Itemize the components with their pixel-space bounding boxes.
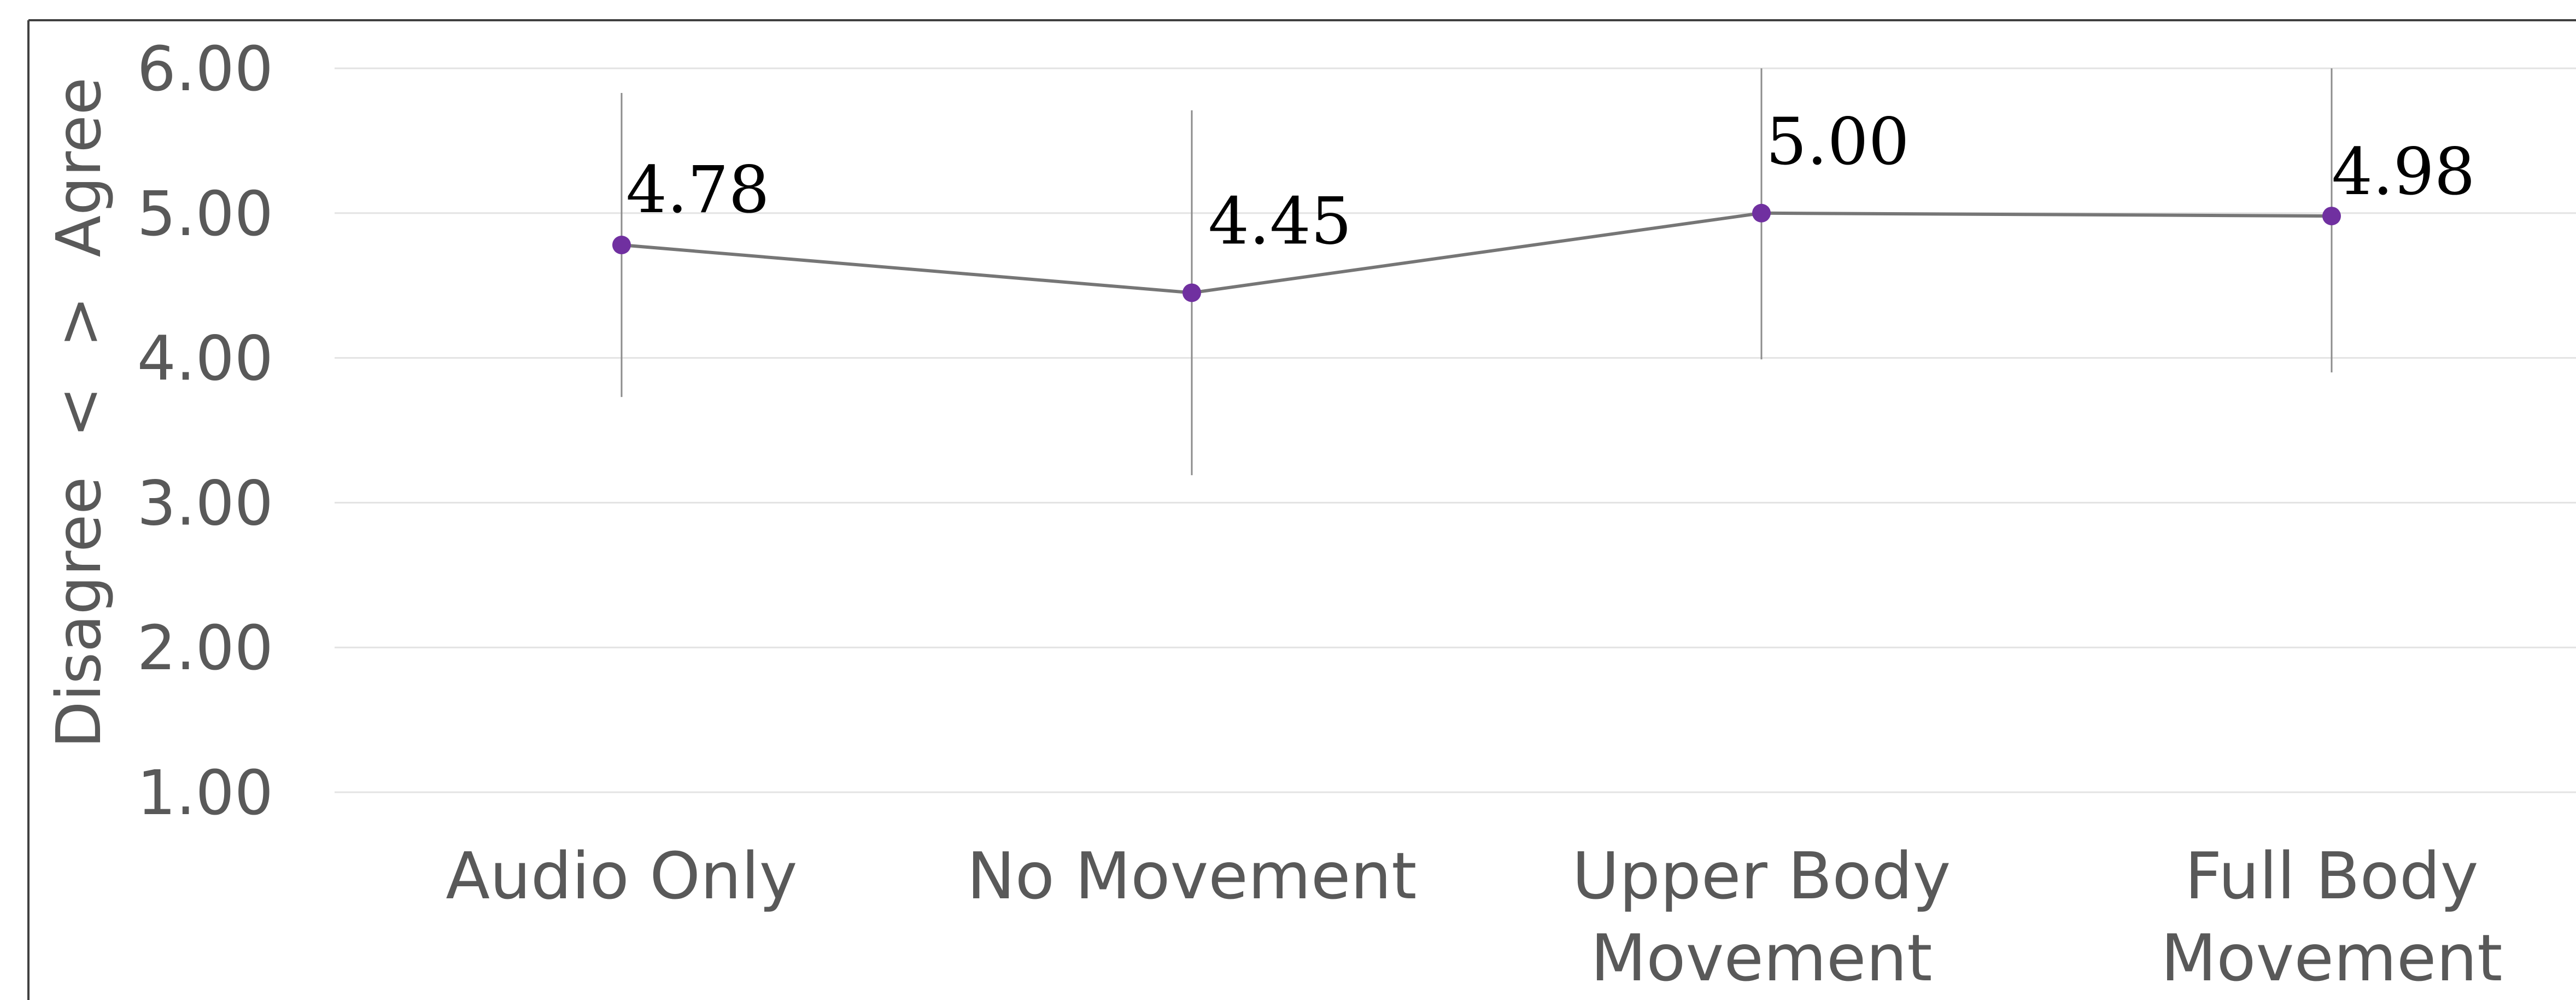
y-tick-label: 4.00 [137,324,273,395]
series-line-group [621,211,2332,295]
data-point [612,236,631,255]
data-label: 4.45 [1208,183,1352,259]
x-category-label: Audio Only [446,838,797,914]
y-tick-label: 5.00 [137,179,273,250]
y-axis-ticks: 1.00 2.00 3.00 4.00 5.00 6.00 [137,34,273,829]
y-axis-title: Disagree < > Agree [44,77,115,748]
series-line [621,211,2332,295]
x-category-label: Full Body [2185,838,2478,914]
data-point [1752,203,1771,223]
data-label: 4.78 [626,152,770,227]
x-axis-categories: Audio Only No Movement Upper BodyMovementF… [446,838,2502,996]
x-category-label: Movement [2161,920,2502,996]
data-point [2322,207,2341,226]
data-label: 5.00 [1766,104,1910,179]
y-tick-label: 3.00 [137,468,273,539]
data-points [612,203,2341,302]
y-tick-label: 1.00 [137,758,273,829]
gridlines [335,67,2576,793]
x-category-label: Upper Body [1572,838,1951,914]
x-category-label: Movement [1590,920,1932,996]
data-label: 4.98 [2332,134,2475,209]
y-axis-title-group: Disagree < > Agree [44,77,115,748]
y-tick-label: 2.00 [137,613,273,684]
x-category-label: No Movement [967,838,1416,914]
y-tick-label: 6.00 [137,34,273,105]
error-bars [620,68,2333,476]
data-labels: 4.78 4.45 5.00 4.98 [626,104,2475,259]
data-point [1182,283,1201,302]
